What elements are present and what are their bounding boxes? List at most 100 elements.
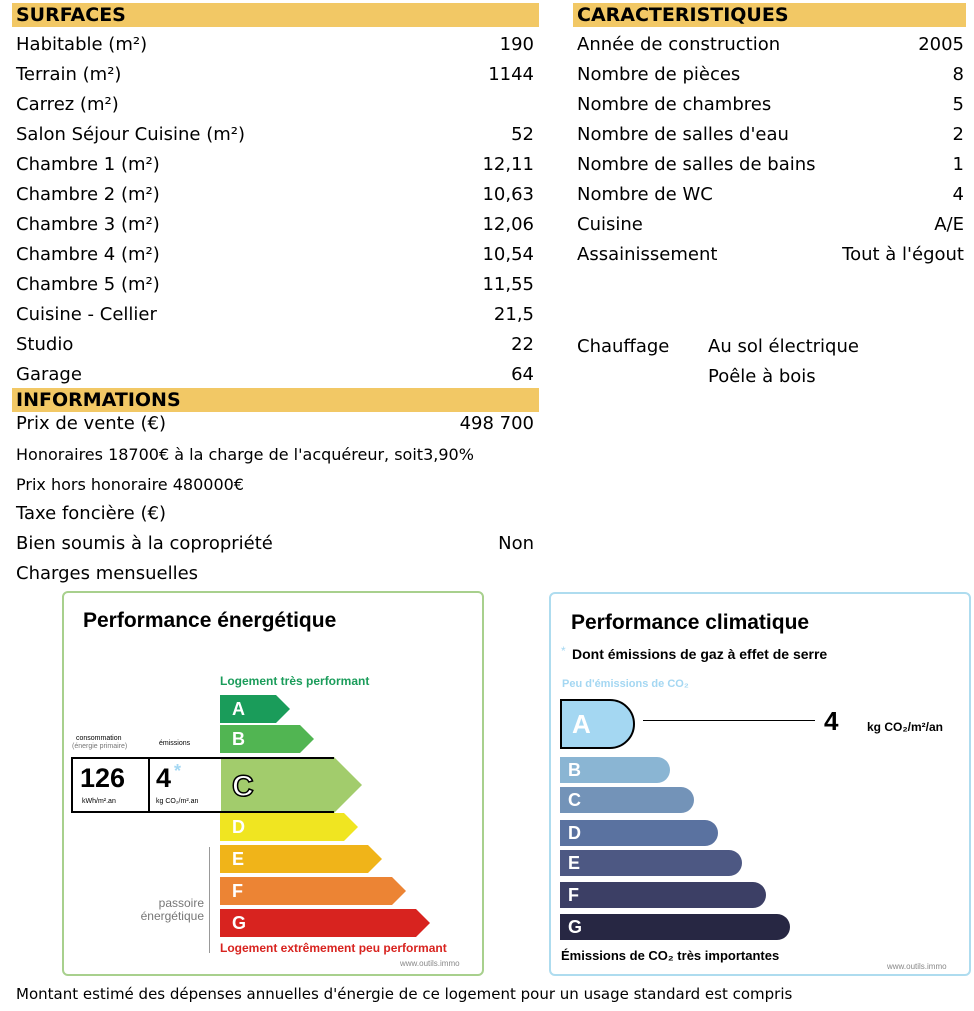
energy-class-letter: G bbox=[232, 913, 247, 933]
charges-row: Charges mensuelles bbox=[16, 559, 534, 589]
climate-class-letter: C bbox=[568, 790, 581, 810]
energy-class-letter: C bbox=[231, 769, 254, 804]
prix-row: Prix de vente (€) 498 700 bbox=[16, 409, 534, 439]
energy-class-arrow-tip bbox=[334, 757, 362, 813]
surfaces-row-label: Carrez (m²) bbox=[16, 94, 119, 115]
surfaces-row-value: 11,55 bbox=[482, 274, 534, 295]
surfaces-row-value: 52 bbox=[511, 124, 534, 145]
surfaces-row-value: 12,11 bbox=[482, 154, 534, 175]
energy-title: Performance énergétique bbox=[83, 609, 337, 632]
caracteristiques-row: Assainissement Tout à l'égout bbox=[577, 240, 964, 270]
caracteristiques-row-label: Nombre de pièces bbox=[577, 64, 741, 85]
caracteristiques-row: Année de construction 2005 bbox=[577, 30, 964, 60]
caracteristiques-row: Nombre de chambres 5 bbox=[577, 90, 964, 120]
energy-class-arrow-tip bbox=[368, 845, 382, 873]
surfaces-row-value: 10,63 bbox=[482, 184, 534, 205]
copro-row: Bien soumis à la copropriété Non bbox=[16, 529, 534, 559]
surfaces-row-label: Chambre 1 (m²) bbox=[16, 154, 160, 175]
surfaces-row: Garage 64 bbox=[16, 360, 534, 390]
chauffage-value-2: Poêle à bois bbox=[708, 366, 816, 387]
energy-class-arrow-tip bbox=[392, 877, 406, 905]
copro-label: Bien soumis à la copropriété bbox=[16, 533, 273, 554]
caracteristiques-header: CARACTERISTIQUES bbox=[573, 3, 966, 27]
energy-class-c-bar: C bbox=[220, 757, 362, 813]
chauffage-row: Chauffage Au sol électrique bbox=[577, 332, 967, 362]
caracteristiques-row-value: 2 bbox=[952, 124, 964, 145]
caracteristiques-row: Cuisine A/E bbox=[577, 210, 964, 240]
conso-value: 126 bbox=[80, 763, 126, 793]
honoraires-row: Honoraires 18700€ à la charge de l'acqué… bbox=[16, 440, 534, 470]
energy-source: www.outils.immo bbox=[400, 959, 460, 968]
energy-performance-panel: Performance énergétique Logement très pe… bbox=[62, 591, 484, 976]
caracteristiques-row-label: Nombre de salles de bains bbox=[577, 154, 816, 175]
passoire-label-1: passoire bbox=[158, 896, 204, 910]
climate-performance-panel: Performance climatique * Dont émissions … bbox=[549, 592, 971, 976]
surfaces-row-value: 190 bbox=[499, 34, 534, 55]
honoraires-text: Honoraires 18700€ à la charge de l'acqué… bbox=[16, 445, 474, 464]
energy-class-arrow-tip bbox=[276, 695, 290, 723]
prix-value: 498 700 bbox=[459, 413, 534, 434]
caracteristiques-row-label: Nombre de chambres bbox=[577, 94, 772, 115]
surfaces-row-value: 22 bbox=[511, 334, 534, 355]
caracteristiques-row-value: 2005 bbox=[918, 34, 964, 55]
climate-source: www.outils.immo bbox=[887, 962, 947, 971]
energy-value-box bbox=[71, 757, 221, 813]
surfaces-row-label: Chambre 3 (m²) bbox=[16, 214, 160, 235]
surfaces-row: Chambre 1 (m²) 12,11 bbox=[16, 150, 534, 180]
climate-leader-line bbox=[643, 720, 815, 721]
energy-class-a-bar: A bbox=[220, 695, 290, 723]
energy-class-letter: D bbox=[232, 817, 245, 837]
climate-class-f-bar: F bbox=[560, 882, 766, 908]
surfaces-row-value: 10,54 bbox=[482, 244, 534, 265]
caracteristiques-row-value: Tout à l'égout bbox=[842, 244, 964, 265]
surfaces-row: Habitable (m²) 190 bbox=[16, 30, 534, 60]
caracteristiques-row-value: 1 bbox=[952, 154, 964, 175]
energy-bottom-label: Logement extrêmement peu performant bbox=[220, 941, 447, 955]
taxe-label: Taxe foncière (€) bbox=[16, 503, 166, 524]
passoire-bracket bbox=[209, 847, 210, 953]
charges-label: Charges mensuelles bbox=[16, 563, 199, 584]
energy-class-e-bar: E bbox=[220, 845, 382, 873]
climate-title: Performance climatique bbox=[571, 611, 810, 634]
surfaces-row-label: Cuisine - Cellier bbox=[16, 304, 157, 325]
energy-class-g-bar: G bbox=[220, 909, 430, 937]
energy-class-arrow-tip bbox=[344, 813, 358, 841]
prix-hors-row: Prix hors honoraire 480000€ bbox=[16, 470, 534, 500]
climate-unit: kg CO₂/m²/an bbox=[867, 720, 944, 734]
energy-class-letter: E bbox=[232, 849, 245, 869]
surfaces-row-value: 21,5 bbox=[493, 304, 534, 325]
surfaces-row-label: Chambre 5 (m²) bbox=[16, 274, 160, 295]
climate-subtitle: Dont émissions de gaz à effet de serre bbox=[572, 646, 828, 662]
conso-unit: kWh/m².an bbox=[82, 798, 116, 805]
surfaces-header: SURFACES bbox=[12, 3, 539, 27]
surfaces-row-label: Studio bbox=[16, 334, 74, 355]
climate-class-letter: D bbox=[568, 823, 581, 843]
caracteristiques-row: Nombre de pièces 8 bbox=[577, 60, 964, 90]
energy-class-letter: F bbox=[232, 881, 243, 901]
prix-label: Prix de vente (€) bbox=[16, 413, 167, 434]
caracteristiques-row-label: Assainissement bbox=[577, 244, 718, 265]
footer-text: Montant estimé des dépenses annuelles d'… bbox=[16, 985, 793, 1003]
surfaces-row-label: Chambre 4 (m²) bbox=[16, 244, 160, 265]
surfaces-row-label: Terrain (m²) bbox=[16, 64, 122, 85]
surfaces-row-value: 64 bbox=[511, 364, 534, 385]
energy-class-letter: A bbox=[232, 699, 245, 719]
caracteristiques-row-value: 8 bbox=[952, 64, 964, 85]
energy-class-d-bar: D bbox=[220, 813, 358, 841]
surfaces-row: Chambre 2 (m²) 10,63 bbox=[16, 180, 534, 210]
surfaces-row-label: Chambre 2 (m²) bbox=[16, 184, 160, 205]
emis-unit: kg CO₂/m².an bbox=[156, 798, 199, 805]
informations-header: INFORMATIONS bbox=[12, 388, 539, 412]
caracteristiques-row-value: A/E bbox=[934, 214, 964, 235]
surfaces-row-value: 12,06 bbox=[482, 214, 534, 235]
climate-class-c-bar: C bbox=[560, 787, 694, 813]
caracteristiques-row: Nombre de salles d'eau 2 bbox=[577, 120, 964, 150]
value-box-divider bbox=[148, 757, 150, 813]
energy-class-arrow-tip bbox=[300, 725, 314, 753]
climate-class-g-bar: G bbox=[560, 914, 790, 940]
climate-bottom-label: Émissions de CO₂ très importantes bbox=[561, 948, 780, 963]
climate-class-letter: E bbox=[568, 853, 581, 873]
energy-class-b-bar: B bbox=[220, 725, 314, 753]
caracteristiques-row: Nombre de WC 4 bbox=[577, 180, 964, 210]
surfaces-row-label: Salon Séjour Cuisine (m²) bbox=[16, 124, 245, 145]
